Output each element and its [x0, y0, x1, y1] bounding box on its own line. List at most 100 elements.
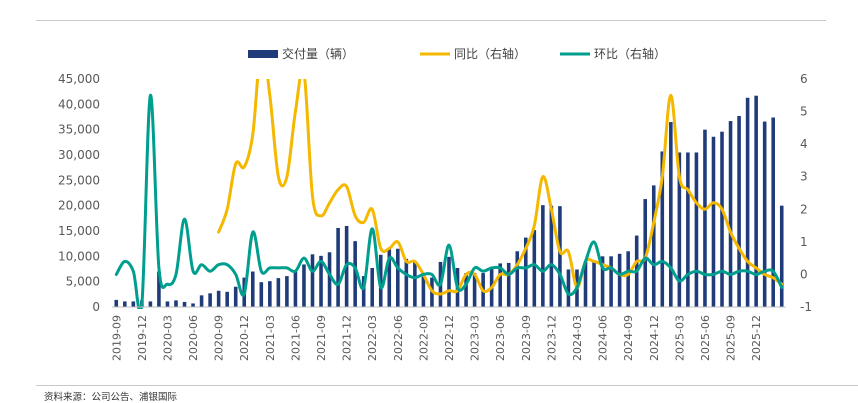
delivery-bar	[114, 299, 119, 307]
x-tick-label: 2025-12	[750, 315, 763, 361]
delivery-bar	[413, 261, 417, 307]
delivery-bar	[694, 152, 699, 307]
delivery-bar	[515, 251, 520, 307]
delivery-chart: 交付量（辆） 同比（右轴） 环比（右轴） 0 5,000 10,000 15,000 20,…	[58, 46, 812, 361]
delivery-bar	[302, 264, 306, 307]
delivery-bar	[745, 97, 750, 307]
y-right-tick-label: 0	[800, 267, 808, 281]
delivery-bar	[199, 295, 204, 307]
x-tick-label: 2020-03	[161, 315, 174, 361]
y-left-tick-label: 15,000	[58, 224, 100, 238]
delivery-bar	[387, 248, 392, 307]
delivery-bar	[498, 263, 502, 307]
y-left-tick-label: 35,000	[58, 123, 100, 137]
delivery-bar	[703, 129, 707, 307]
delivery-bar	[669, 122, 673, 307]
delivery-bar	[361, 276, 366, 307]
delivery-bar	[609, 256, 613, 307]
y-right-tick-label: 5	[800, 105, 808, 119]
y-axis-left: 0 5,000 10,000 15,000 20,000 25,000 30,000 35,0…	[58, 72, 100, 314]
delivery-bar	[353, 241, 357, 307]
delivery-bar	[737, 115, 741, 307]
x-tick-label: 2019-12	[136, 315, 149, 361]
x-tick-label: 2022-12	[443, 315, 456, 361]
yoy-line	[217, 79, 784, 296]
delivery-bar	[293, 271, 298, 307]
y-left-tick-label: 10,000	[58, 249, 100, 263]
x-tick-label: 2024-09	[622, 315, 635, 361]
delivery-bar	[600, 256, 605, 307]
delivery-bar	[464, 273, 468, 307]
delivery-bar	[532, 229, 537, 307]
delivery-bar	[276, 278, 281, 307]
delivery-bar	[191, 303, 195, 307]
delivery-bar	[250, 271, 255, 307]
y-right-tick-label: 6	[800, 72, 808, 86]
delivery-bar	[123, 301, 127, 307]
delivery-bar	[660, 151, 665, 307]
title-divider	[36, 20, 826, 21]
x-tick-label: 2025-09	[725, 315, 738, 361]
delivery-bar	[182, 301, 187, 307]
x-tick-label: 2019-09	[110, 315, 123, 361]
y-axis-right: -1 0 1 2 3 4 5 6	[800, 72, 812, 314]
delivery-bar	[165, 301, 170, 307]
x-tick-label: 2025-03	[673, 315, 686, 361]
delivery-bar	[541, 205, 545, 307]
y-left-tick-label: 45,000	[58, 72, 100, 86]
delivery-bar	[566, 269, 571, 307]
x-tick-label: 2022-03	[366, 315, 379, 361]
delivery-bar	[285, 276, 289, 307]
x-tick-label: 2020-09	[213, 315, 226, 361]
delivery-bar	[762, 121, 767, 307]
x-tick-label: 2025-06	[699, 315, 712, 361]
x-axis: 2019-09 2019-12 2020-03 2020-06 2020-09 2020-…	[110, 306, 786, 361]
delivery-bar	[617, 253, 622, 307]
delivery-bar	[779, 205, 784, 307]
delivery-bar	[728, 121, 733, 307]
y-right-tick-label: 3	[800, 170, 808, 184]
x-tick-label: 2023-12	[545, 315, 558, 361]
delivery-bar	[711, 136, 716, 307]
legend-label: 同比（右轴）	[454, 46, 526, 61]
delivery-bar	[157, 271, 161, 307]
delivery-bar	[643, 199, 648, 307]
delivery-bar	[148, 301, 153, 307]
x-tick-label: 2021-12	[341, 315, 354, 361]
delivery-bar	[208, 293, 212, 307]
delivery-bar	[225, 291, 229, 307]
delivery-bar	[319, 255, 323, 307]
delivery-bar	[558, 206, 562, 307]
delivery-bar	[336, 227, 340, 307]
x-tick-label: 2021-03	[264, 315, 277, 361]
delivery-bar	[396, 248, 400, 307]
delivery-bar	[404, 258, 409, 307]
y-right-tick-label: 2	[800, 202, 808, 216]
line-series-group	[114, 79, 784, 309]
delivery-bar	[583, 261, 588, 307]
delivery-bar	[131, 301, 136, 307]
source-note: 资料来源：公司公告、浦银国际	[44, 392, 178, 403]
delivery-bar	[677, 152, 682, 307]
mom-line	[114, 93, 784, 309]
x-tick-label: 2021-06	[289, 315, 302, 361]
delivery-bar	[216, 290, 221, 307]
y-left-tick-label: 5,000	[66, 275, 100, 289]
footer-divider	[36, 385, 858, 386]
y-left-tick-label: 0	[92, 300, 100, 314]
delivery-bar	[651, 185, 656, 307]
delivery-bar	[259, 282, 264, 307]
x-tick-label: 2024-12	[648, 315, 661, 361]
delivery-bar	[421, 276, 426, 307]
y-left-tick-label: 40,000	[58, 97, 100, 111]
delivery-bar	[174, 300, 178, 307]
delivery-bar	[472, 273, 477, 307]
delivery-bar	[626, 251, 630, 307]
x-tick-label: 2022-06	[392, 315, 405, 361]
y-left-tick-label: 25,000	[58, 173, 100, 187]
delivery-bar	[506, 262, 511, 307]
delivery-bar	[771, 117, 775, 307]
delivery-bar	[447, 256, 451, 307]
x-tick-label: 2020-06	[187, 315, 200, 361]
legend-label: 环比（右轴）	[594, 46, 666, 61]
